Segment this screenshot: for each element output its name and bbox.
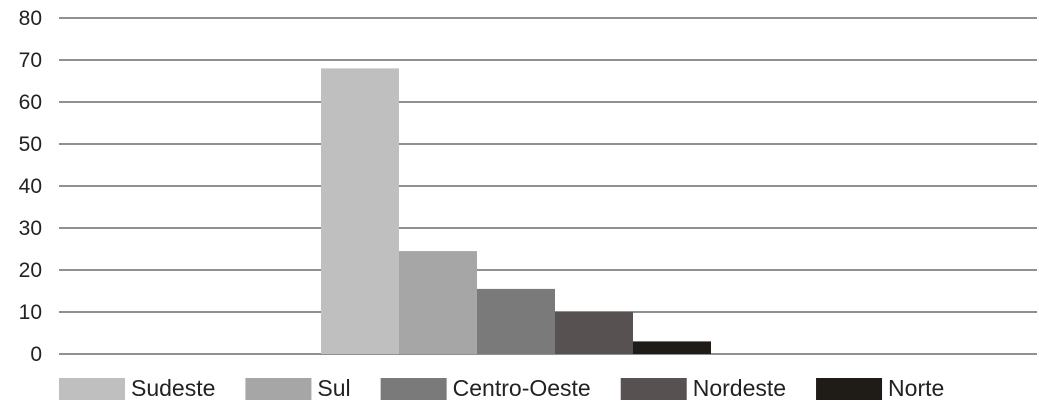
y-tick-label: 70 [19,49,42,72]
legend-swatch-sudeste [59,378,125,400]
legend-label-norte: Norte [888,375,944,401]
y-tick-label: 0 [30,343,42,366]
legend-label-sudeste: Sudeste [131,375,215,401]
y-axis-ticks: 0 10 20 30 40 50 60 70 80 [19,7,42,366]
bar-nordeste [555,312,633,354]
legend-swatch-nordeste [620,378,687,400]
bar-sudeste [321,68,399,355]
bar-centro-oeste [477,288,555,354]
legend-swatch-sul [245,378,312,400]
y-tick-label: 10 [19,301,42,324]
legend-swatch-norte [816,378,883,400]
y-tick-label: 40 [19,175,42,198]
y-tick-label: 80 [19,7,42,30]
bars [321,68,711,355]
gridlines [59,17,1037,355]
y-tick-label: 20 [19,259,42,282]
legend: Sudeste Sul Centro-Oeste Nordeste Norte [59,375,944,401]
legend-label-nordeste: Nordeste [693,375,786,401]
y-tick-label: 60 [19,91,42,114]
bar-norte [633,341,711,354]
bar-sul [399,251,477,354]
legend-label-sul: Sul [317,375,350,401]
legend-label-centro-oeste: Centro-Oeste [453,375,591,401]
y-tick-label: 30 [19,217,42,240]
legend-swatch-centro-oeste [380,378,447,400]
y-tick-label: 50 [19,133,42,156]
